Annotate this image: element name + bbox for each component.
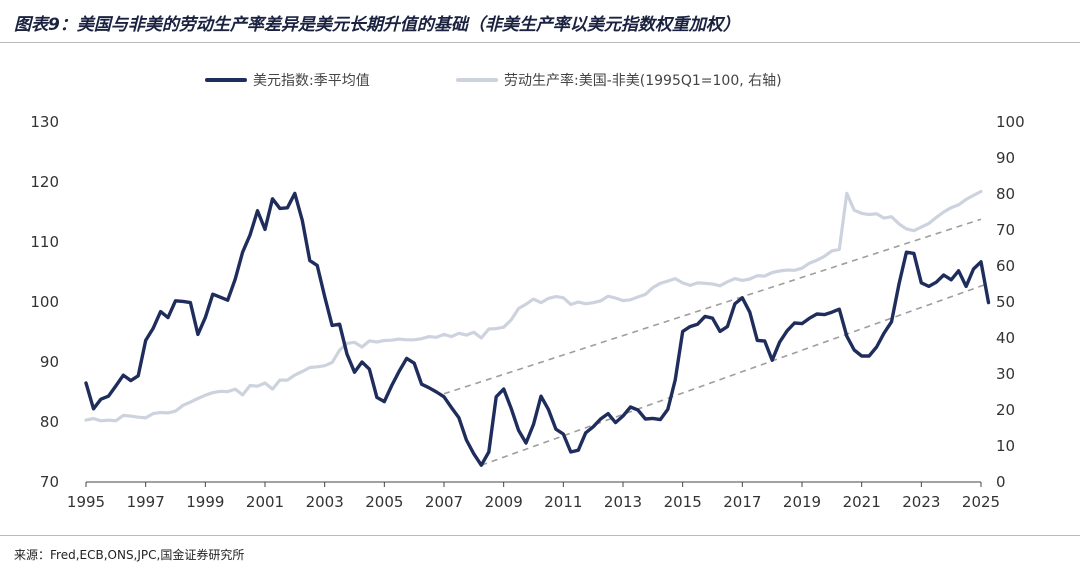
y-right-tick-label: 80 [996,185,1015,203]
legend: 美元指数:季平均值 劳动生产率:美国-非美(1995Q1=100, 右轴) [205,72,782,89]
axes-layer: 1995 1997 1999 2001 2003 2005 2007 2009 2011 2013… [30,113,1024,511]
y-left-tick-label: 90 [40,353,59,371]
y-left-tick-label: 100 [30,293,59,311]
x-tick-label: 2001 [246,493,284,511]
x-tick-label: 1999 [186,493,224,511]
y-right-tick-label: 50 [996,293,1015,311]
trend-lines [443,218,989,466]
source-note: 来源：Fred,ECB,ONS,JPC,国金证券研究所 [14,548,245,562]
x-tick-label: 2015 [664,493,702,511]
x-tick-label: 2005 [365,493,403,511]
x-tick-label: 2009 [485,493,523,511]
y-left-tick-label: 130 [30,113,59,131]
y-left-tick-label: 110 [30,233,59,251]
y-left-tick-label: 70 [40,473,59,491]
legend-label-2: 劳动生产率:美国-非美(1995Q1=100, 右轴) [504,72,782,89]
series-lines [84,189,991,467]
x-tick-label: 2007 [425,493,463,511]
y-left-tick-label: 120 [30,173,59,191]
x-tick-label: 2017 [723,493,761,511]
series-line-dollar-index [84,191,991,467]
y-right-tick-label: 30 [996,365,1015,383]
x-tick-label: 1995 [67,493,105,511]
legend-label-1: 美元指数:季平均值 [253,73,370,89]
x-tick-label: 2011 [544,493,582,511]
y-right-tick-label: 70 [996,221,1015,239]
y-right-tick-label: 10 [996,437,1015,455]
x-tick-label: 2019 [783,493,821,511]
x-tick-label: 2003 [306,493,344,511]
x-tick-label: 2025 [962,493,1000,511]
y-right-tick-label: 60 [996,257,1015,275]
x-tick-label: 2013 [604,493,642,511]
y-right-tick-label: 90 [996,149,1015,167]
y-right-tick-label: 20 [996,401,1015,419]
title-rule [0,42,1080,43]
x-tick-label: 1997 [127,493,165,511]
y-right-tick-label: 0 [996,473,1006,491]
y-left-tick-label: 80 [40,413,59,431]
y-right-tick-label: 40 [996,329,1015,347]
source-rule [0,535,1080,536]
series-line-productivity [84,189,983,423]
figure-title: 图表9：美国与非美的劳动生产率差异是美元长期升值的基础（非美生产率以美元指数权重… [14,15,740,35]
x-tick-label: 2023 [902,493,940,511]
x-tick-label: 2021 [843,493,881,511]
y-right-tick-label: 100 [996,113,1025,131]
trend-line-2 [481,282,989,466]
